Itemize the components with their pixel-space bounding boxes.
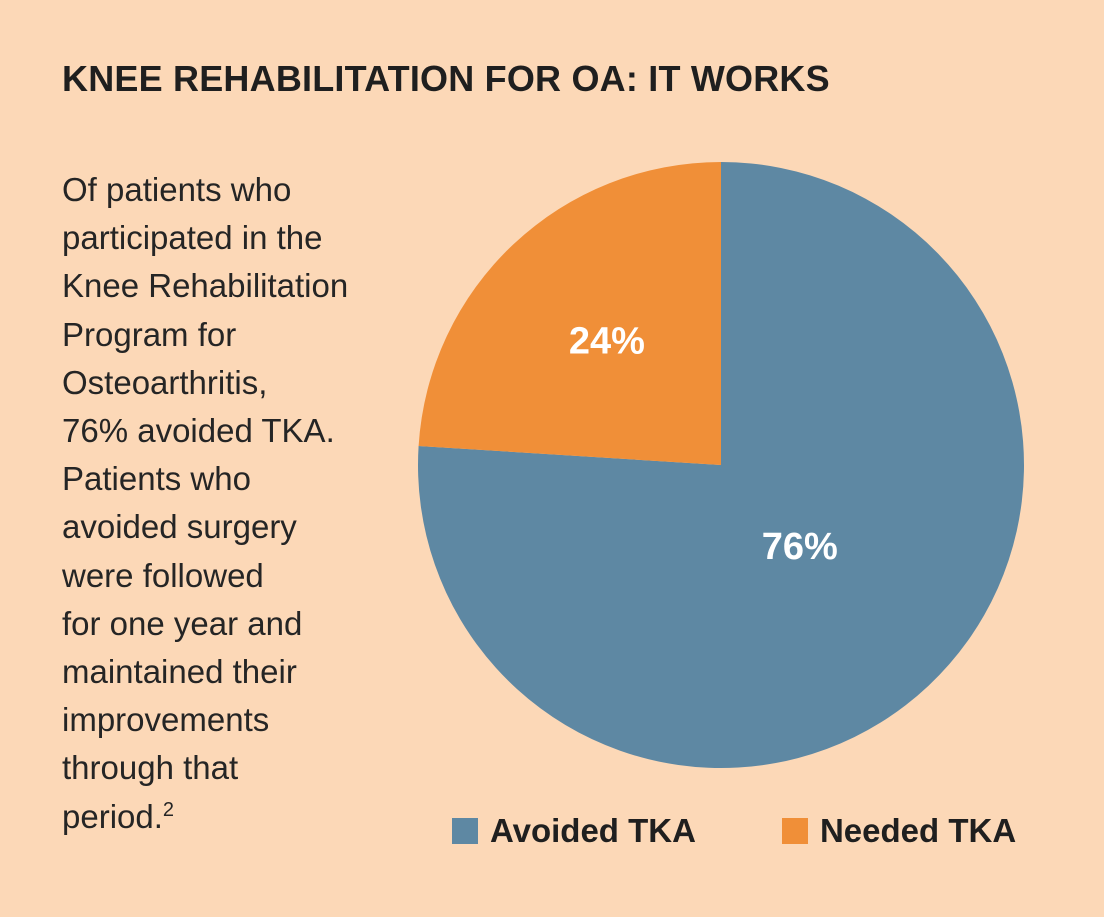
description-line: Patients who	[62, 460, 251, 498]
description-line: avoided surgery	[62, 508, 297, 546]
description-line: maintained their	[62, 653, 297, 691]
legend-item-avoided: Avoided TKA	[452, 812, 696, 850]
description-last-line: period.	[62, 797, 163, 835]
description-line: period.2	[62, 793, 422, 841]
footnote-marker: 2	[162, 798, 175, 821]
description-line: Program for	[62, 315, 237, 353]
description-line: participated in the	[62, 219, 323, 257]
description-line: 76% avoided TKA.	[62, 412, 335, 450]
chart-title: KNEE REHABILITATION FOR OA: IT WORKS	[62, 58, 830, 99]
description-line: were followed	[62, 556, 264, 594]
chart-legend: Avoided TKA Needed TKA	[452, 812, 1016, 850]
pie-label-needed-tka: 24%	[569, 321, 645, 363]
legend-label-avoided: Avoided TKA	[490, 812, 696, 849]
pie-chart: 76% 24%	[418, 162, 1024, 768]
legend-swatch-needed	[781, 818, 808, 844]
description-line: improvements	[62, 701, 270, 739]
legend-label-needed: Needed TKA	[819, 812, 1017, 849]
pie-slice-needed-tka	[418, 162, 721, 465]
description-line: Of patients who	[62, 171, 292, 208]
pie-label-avoided-tka: 76%	[762, 526, 838, 568]
legend-swatch-avoided	[452, 818, 478, 844]
description-line: for one year and	[62, 604, 303, 642]
legend-item-needed: Needed TKA	[781, 812, 1017, 850]
description-line: Osteoarthritis,	[62, 363, 268, 401]
description-line: Knee Rehabilitation	[62, 267, 349, 305]
description-line: through that	[62, 749, 239, 787]
description-text: Of patients who participated in the Knee…	[62, 166, 422, 841]
